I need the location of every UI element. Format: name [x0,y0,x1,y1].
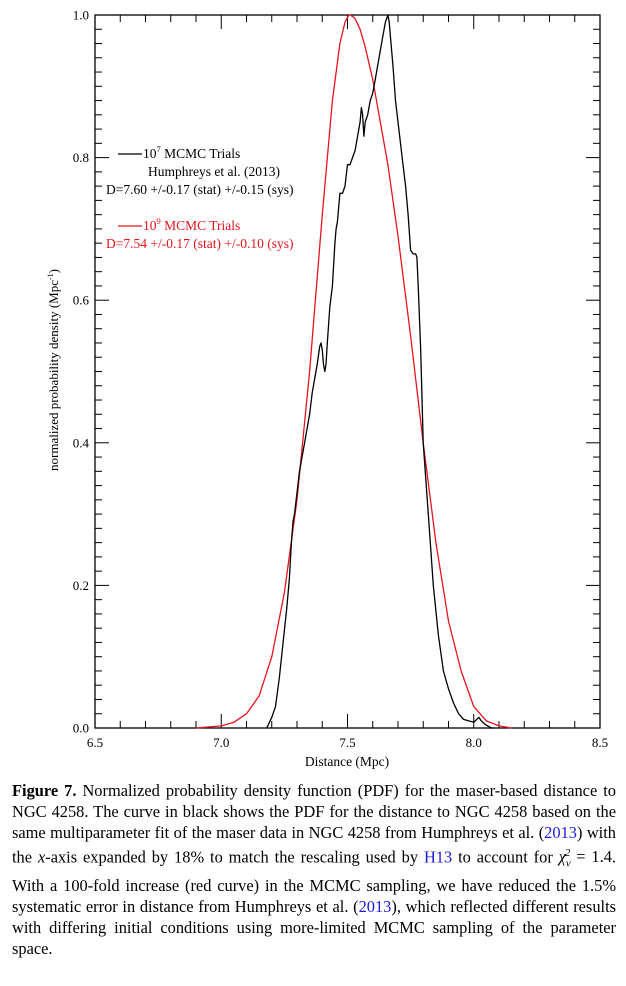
caption-text-5: . With a 100-fold increase (red curve) i… [12,847,616,916]
y-tick-label: 0.2 [73,578,89,593]
pdf-curves [195,14,512,729]
pdf-curve-black [266,14,494,729]
caption-text-3: -axis expanded by 18% to match the resca… [45,847,424,867]
pdf-curve-red [195,14,512,729]
y-tick-label: 0.4 [73,435,90,450]
axis-ticks [94,14,601,729]
legend-distance-red: D=7.54 +/-0.17 (stat) +/-0.10 (sys) [106,236,293,251]
legend-distance-black: D=7.60 +/-0.17 (stat) +/-0.15 (sys) [106,182,293,197]
y-tick-label: 1.0 [73,8,89,23]
pdf-figure: 6.5 7.0 7.5 8.0 8.5 0.0 0.2 0.4 0.6 0.8 1.0 Distan… [46,8,608,770]
y-tick-label: 0.6 [73,293,90,308]
citation-h13[interactable]: H13 [423,847,453,867]
legend: 107 MCMC Trials Humphreys et al. (2013) … [106,144,293,251]
x-axis-label: Distance (Mpc) [305,754,389,769]
x-tick-label: 8.0 [466,735,482,750]
legend-trials-black: 107 MCMC Trials [143,144,240,161]
x-tick-label: 8.5 [592,735,608,750]
legend-entry-red: 109 MCMC Trials D=7.54 +/-0.17 (stat) +/… [106,216,293,251]
plot-frame [94,14,601,729]
caption-axis-word: x [37,847,46,867]
legend-entry-black: 107 MCMC Trials Humphreys et al. (2013) … [106,144,293,197]
caption-text-1: Normalized probability density function … [12,781,616,842]
legend-reference-black: Humphreys et al. (2013) [148,164,280,179]
caption-text-6: ), which reflected different results wit… [12,896,616,958]
y-tick-label: 0.8 [73,150,89,165]
legend-trials-red: 109 MCMC Trials [143,216,240,233]
pdf-chart: 6.5 7.0 7.5 8.0 8.5 0.0 0.2 0.4 0.6 0.8 1.0 Distan… [46,8,608,770]
x-tick-label: 7.5 [339,735,355,750]
citation-year-2[interactable]: 2013 [358,896,392,916]
x-tick-label: 7.0 [213,735,229,750]
figure-caption: Figure 7. Normalized probability density… [12,780,616,959]
caption-text-4: to account for [452,847,559,867]
y-axis-label: normalized probability density (Mpc-1) [46,269,61,471]
axis-tick-labels: 6.5 7.0 7.5 8.0 8.5 0.0 0.2 0.4 0.6 0.8 1.0 [73,8,608,751]
caption-text-2: ) with the [12,823,616,867]
x-tick-label: 6.5 [87,735,103,750]
figure-label: Figure 7. [12,781,77,800]
citation-year-1[interactable]: 2013 [544,823,577,842]
y-tick-label: 0.0 [73,721,89,736]
chi-squared-expression: χν2 = 1.4 [558,847,612,870]
